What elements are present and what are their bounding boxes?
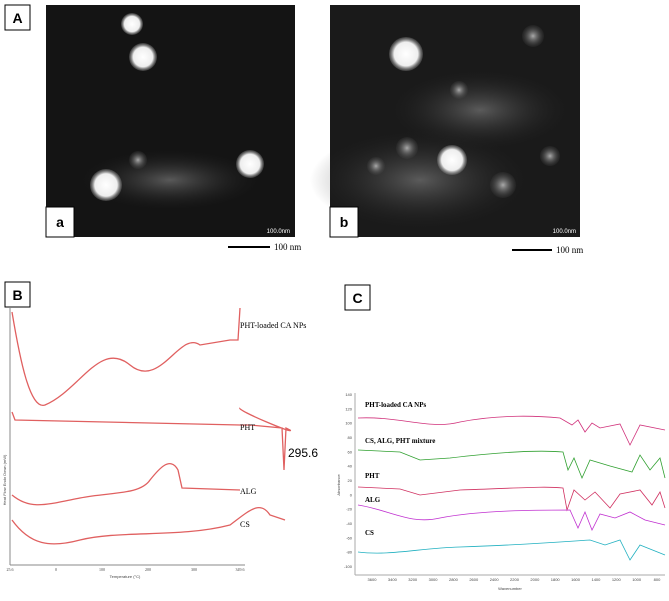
panel-label-box [4, 4, 31, 31]
scale-bar-label: 100 nm [556, 245, 583, 255]
x-tick-label: 1600 [571, 577, 581, 582]
panel-label: A [12, 10, 22, 26]
ftir-curves [357, 415, 666, 561]
curve-label: ALG [240, 487, 257, 496]
curve-label: ALG [365, 496, 381, 504]
dsc-curves [11, 307, 291, 545]
y-axis-title: Absorbance [336, 474, 341, 496]
x-tick-label: 3400 [388, 577, 398, 582]
y-tick-label: -100 [344, 564, 353, 569]
ticks: 140 120 100 80 60 40 20 0 -20 -40 -60 -80 -100 3600 34… [344, 392, 661, 582]
curve-label: CS, ALG, PHT mixture [365, 437, 435, 445]
tem-image: b 100.0nm [310, 5, 580, 238]
x-tick-label: 200 [145, 567, 151, 572]
scale-bar-label: 100 nm [274, 242, 301, 252]
x-tick-label: 25.6 [7, 567, 14, 572]
peak-annotation: 295.6 [288, 446, 318, 460]
x-tick-label: 1400 [591, 577, 601, 582]
curve-label: PHT-loaded CA NPs [240, 321, 306, 330]
y-tick-label: 140 [345, 392, 352, 397]
y-axis-title: Heat Flow Endo Down (mW) [2, 454, 7, 505]
curve-label: CS [365, 529, 374, 537]
x-axis-title: Wavenumber [498, 586, 522, 591]
y-tick-label: -20 [346, 507, 353, 512]
x-tick-label: 2400 [490, 577, 500, 582]
y-tick-label: 60 [348, 449, 353, 454]
curve-label: PHT [365, 472, 380, 480]
x-tick-label: 3600 [368, 577, 378, 582]
y-tick-label: 100 [345, 421, 352, 426]
panel-label-box [4, 281, 31, 308]
x-tick-label: 1000 [632, 577, 642, 582]
y-tick-label: 0 [350, 492, 353, 497]
panel-label: B [12, 287, 22, 303]
y-tick-label: 20 [348, 478, 353, 483]
curve-label: PHT-loaded CA NPs [365, 401, 426, 409]
tem-image: a 100.0nm [45, 5, 295, 238]
panel-label-box [344, 284, 371, 311]
scale-text: 100.0nm [267, 229, 290, 235]
image-label: b [340, 214, 349, 230]
x-axis-title: Temperature (°C) [110, 574, 141, 579]
y-tick-label: 40 [348, 464, 353, 469]
curve-label: CS [240, 520, 250, 529]
x-tick-label: 0 [55, 567, 57, 572]
x-tick-label: 2200 [510, 577, 520, 582]
curve-labels: PHT-loaded CA NPs PHT ALG CS 25.6 0 100 200 300 3… [7, 321, 307, 572]
x-tick-label: 100 [99, 567, 105, 572]
x-tick-label: 3200 [408, 577, 418, 582]
x-tick-label: 2800 [449, 577, 459, 582]
y-tick-label: -60 [346, 535, 353, 540]
y-tick-label: -40 [346, 521, 353, 526]
scale-text: 100.0nm [553, 229, 576, 235]
x-tick-label: 2000 [530, 577, 540, 582]
y-tick-label: -80 [346, 550, 353, 555]
y-tick-label: 120 [345, 406, 352, 411]
x-tick-label: 3000 [429, 577, 439, 582]
image-label: a [56, 214, 64, 230]
panel-label: C [352, 290, 362, 306]
curve-labels: PHT-loaded CA NPs CS, ALG, PHT mixture PHT… [365, 401, 435, 537]
x-tick-label: 1800 [551, 577, 561, 582]
curve-label: PHT [240, 423, 255, 432]
y-tick-label: 80 [348, 435, 353, 440]
x-tick-label: 349.6 [236, 567, 245, 572]
x-tick-label: 300 [191, 567, 197, 572]
x-tick-label: 1200 [612, 577, 622, 582]
x-tick-label: 2600 [469, 577, 479, 582]
x-tick-label: 800 [654, 577, 661, 582]
